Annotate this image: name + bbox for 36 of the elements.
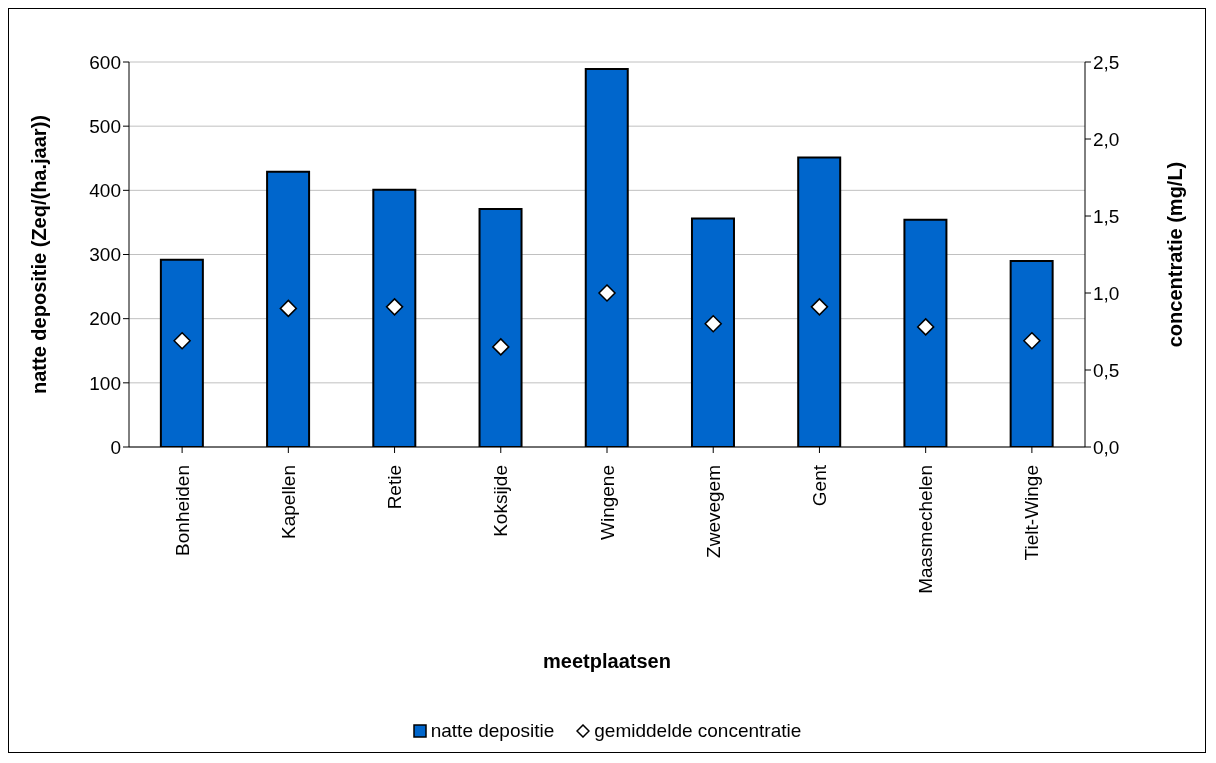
y-tick-label: 200 (89, 308, 121, 330)
y-axis-title: natte depositie (Zeq/(ha.jaar)) (28, 115, 51, 394)
x-tick-label: Bonheiden (171, 465, 193, 556)
y2-tick-label: 0,5 (1093, 359, 1120, 381)
point (916, 318, 935, 336)
y2-tick-label: 2,5 (1093, 51, 1120, 73)
y-tick-label: 300 (89, 244, 121, 266)
x-tick-label: Kapellen (277, 465, 299, 539)
y2-tick-label: 2,0 (1093, 128, 1120, 150)
point (598, 284, 616, 302)
point (279, 299, 298, 318)
x-axis-title: meetplaatsen (543, 650, 671, 672)
legend-label: gemiddelde concentratie (594, 720, 802, 742)
point (173, 331, 191, 350)
y2-tick-label: 1,5 (1093, 205, 1120, 227)
y2-tick-label: 1,0 (1093, 282, 1120, 304)
y-tick-label: 400 (89, 180, 121, 202)
x-tick-label: Zwevegem (702, 465, 724, 558)
point (385, 298, 404, 316)
x-tick-label: Maasmechelen (915, 465, 937, 594)
x-tick-label: Retie (384, 465, 406, 510)
x-tick-label: Koksijde (490, 465, 512, 537)
point (1023, 331, 1041, 350)
x-tick-label: Gent (808, 464, 830, 507)
y-tick-label: 0 (110, 436, 121, 458)
y2-axis-title: concentratie (mg/L) (1164, 161, 1187, 348)
y2-tick-label: 0,0 (1093, 436, 1120, 458)
point (810, 298, 829, 316)
x-tick-label: Tielt-Winge (1021, 465, 1043, 561)
y-tick-label: 600 (89, 51, 121, 73)
point (704, 315, 722, 333)
y-tick-label: 500 (89, 115, 121, 137)
point (492, 338, 510, 356)
legend-label: natte depositie (430, 720, 555, 742)
y-tick-label: 100 (89, 372, 121, 394)
x-tick-label: Wingene (596, 465, 618, 540)
